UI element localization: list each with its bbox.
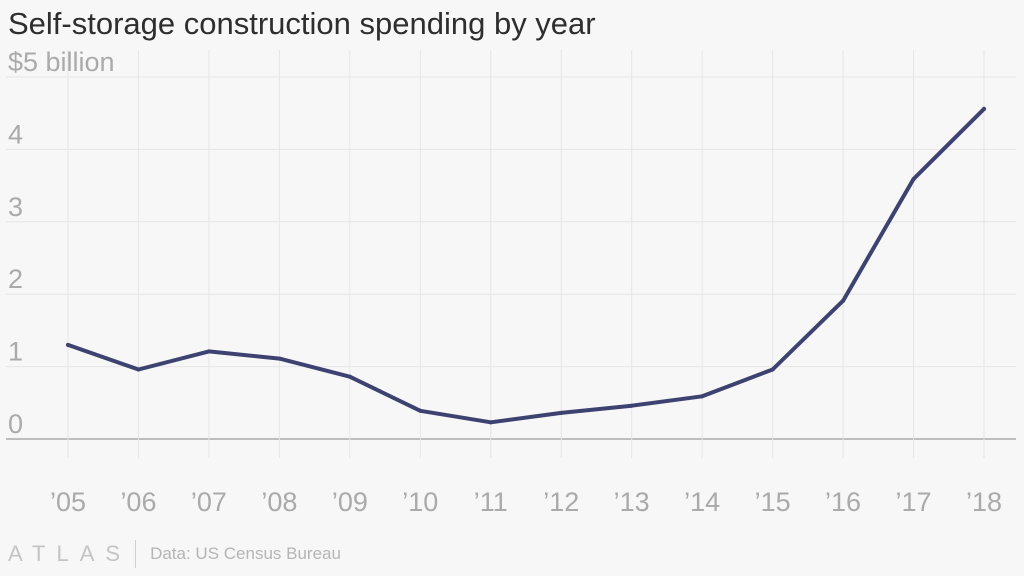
gridlines (6, 50, 1016, 458)
data-point (347, 374, 352, 379)
series-line (66, 106, 986, 425)
data-point (770, 367, 775, 372)
data-point (841, 298, 846, 303)
y-tick-label: 0 (8, 409, 23, 439)
data-point (136, 367, 141, 372)
x-tick-label: ’09 (332, 487, 368, 517)
data-point (488, 420, 493, 425)
x-tick-label: ’11 (474, 487, 508, 517)
x-tick-label: ’07 (191, 487, 227, 517)
y-tick-label: 2 (8, 264, 23, 294)
chart-title: Self-storage construction spending by ye… (8, 6, 596, 41)
x-tick-label: ’15 (755, 487, 791, 517)
footer: ATLAS Data: US Census Bureau (8, 540, 341, 568)
data-point (629, 403, 634, 408)
data-point (700, 394, 705, 399)
data-point (911, 177, 916, 182)
y-tick-label: 1 (8, 337, 23, 367)
x-tick-label: ’06 (120, 487, 156, 517)
data-source: Data: US Census Bureau (150, 544, 341, 563)
x-tick-label: ’13 (614, 487, 650, 517)
x-tick-label: ’16 (825, 487, 861, 517)
x-tick-label: ’14 (684, 487, 720, 517)
x-axis-ticks: ’05 ’06 ’07 ’08 ’09 ’10 ’11 ’12 ’13 ’14 ’15 ’16 ’17 ’… (50, 487, 1002, 517)
x-tick-label: ’17 (896, 487, 932, 517)
atlas-logo: ATLAS (8, 541, 132, 566)
data-point (982, 106, 986, 111)
x-tick-label: ’18 (966, 487, 1002, 517)
y-tick-label: 4 (8, 119, 23, 149)
x-tick-label: ’10 (402, 487, 438, 517)
data-point (559, 410, 564, 415)
x-tick-label: ’05 (50, 487, 86, 517)
data-point (418, 408, 423, 413)
y-tick-label: 3 (8, 192, 23, 222)
y-axis-ticks: 0 1 2 3 4 $5 billion (8, 47, 115, 439)
x-tick-label: ’12 (543, 487, 579, 517)
x-tick-label: ’08 (261, 487, 297, 517)
series-layer (66, 106, 986, 425)
y-tick-label: $5 billion (8, 47, 115, 77)
data-point (277, 356, 282, 361)
footer-divider (135, 540, 137, 568)
data-point (66, 342, 70, 347)
data-point (206, 349, 211, 354)
